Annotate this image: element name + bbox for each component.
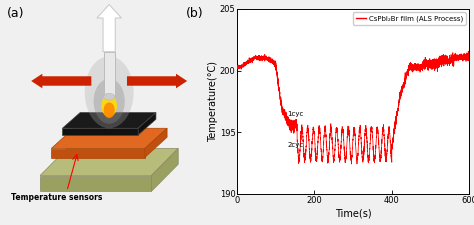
Ellipse shape	[85, 56, 134, 128]
Text: 1cyc: 1cyc	[287, 111, 304, 117]
Ellipse shape	[104, 102, 115, 118]
Text: 2cyc: 2cyc	[287, 142, 303, 148]
Text: Temperature sensors: Temperature sensors	[11, 193, 102, 202]
Text: (b): (b)	[186, 7, 203, 20]
Polygon shape	[145, 128, 167, 158]
Bar	[104, 52, 115, 97]
FancyArrow shape	[97, 4, 121, 52]
X-axis label: Time(s): Time(s)	[335, 208, 372, 218]
Text: (a): (a)	[7, 7, 24, 20]
Y-axis label: Temperature(°C): Temperature(°C)	[209, 61, 219, 142]
Polygon shape	[40, 148, 178, 176]
Ellipse shape	[93, 79, 125, 124]
FancyArrow shape	[31, 74, 91, 88]
Polygon shape	[40, 176, 152, 191]
Polygon shape	[138, 112, 156, 135]
Polygon shape	[152, 148, 178, 191]
Polygon shape	[51, 128, 167, 149]
Ellipse shape	[104, 93, 115, 100]
FancyArrow shape	[127, 74, 187, 88]
Polygon shape	[51, 148, 145, 157]
Ellipse shape	[101, 94, 117, 117]
Polygon shape	[63, 128, 138, 135]
Polygon shape	[63, 112, 156, 128]
Legend: CsPbI₂Br film (ALS Process): CsPbI₂Br film (ALS Process)	[353, 12, 466, 25]
